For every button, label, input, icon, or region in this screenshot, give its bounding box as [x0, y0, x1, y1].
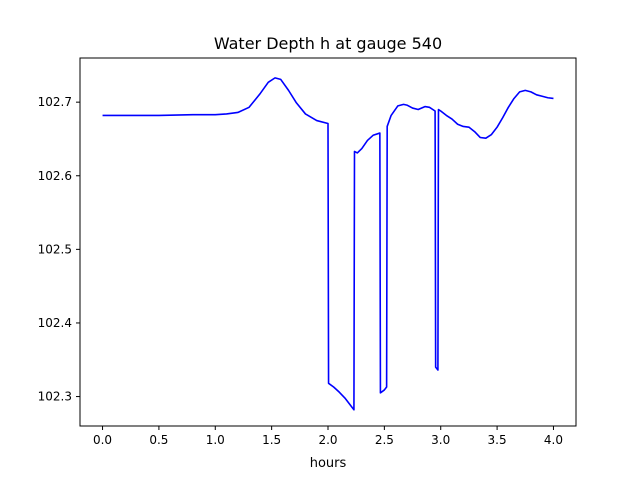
x-tick-label: 3.5 — [488, 433, 507, 447]
x-tick-label: 0.5 — [149, 433, 168, 447]
x-tick-label: 4.0 — [544, 433, 563, 447]
x-tick-label: 2.0 — [318, 433, 337, 447]
y-tick-label: 102.7 — [38, 95, 72, 109]
y-tick-label: 102.6 — [38, 169, 72, 183]
x-ticks: 0.0 0.5 1.0 1.5 2.0 2.5 3.0 3.5 4.0 — [93, 426, 563, 447]
series-layer — [102, 77, 554, 411]
x-tick-label: 3.0 — [431, 433, 450, 447]
y-tick-label: 102.3 — [38, 390, 72, 404]
x-tick-label: 0.0 — [93, 433, 112, 447]
series-line — [102, 77, 554, 411]
x-tick-label: 1.0 — [206, 433, 225, 447]
y-tick-label: 102.5 — [38, 242, 72, 256]
y-tick-label: 102.4 — [38, 316, 72, 330]
chart-title: Water Depth h at gauge 540 — [214, 34, 442, 53]
x-axis-label: hours — [310, 456, 347, 471]
x-tick-label: 1.5 — [262, 433, 281, 447]
y-ticks: 102.3 102.4 102.5 102.6 102.7 — [38, 95, 80, 404]
x-tick-label: 2.5 — [375, 433, 394, 447]
